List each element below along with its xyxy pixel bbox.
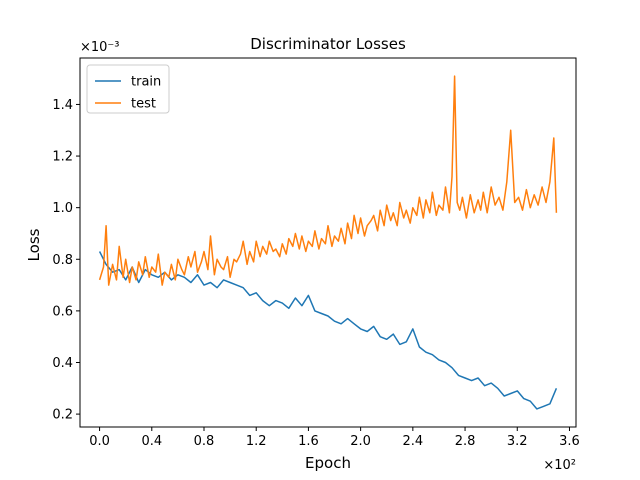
legend-label-test: test	[131, 97, 156, 112]
x-axis-label: Epoch	[305, 454, 351, 472]
y-tick-label: 1.0	[52, 201, 73, 216]
x-tick-label: 0.0	[89, 434, 110, 449]
y-axis-label: Loss	[25, 228, 43, 261]
series-line-test	[98, 75, 558, 286]
y-tick-label: 0.4	[52, 356, 73, 371]
x-multiplier: ×10²	[543, 458, 576, 473]
x-tick-label: 3.2	[507, 434, 528, 449]
x-tick-label: 0.4	[141, 434, 162, 449]
y-multiplier: ×10⁻³	[80, 40, 120, 55]
x-tick-label: 2.0	[350, 434, 371, 449]
legend: train test	[86, 64, 170, 114]
y-tick-label: 1.2	[52, 150, 73, 165]
y-tick-label: 0.8	[52, 253, 73, 268]
x-tick-label: 1.6	[298, 434, 319, 449]
legend-label-train: train	[131, 75, 161, 90]
y-tick-label: 0.2	[52, 408, 73, 423]
x-tick-label: 3.6	[559, 434, 580, 449]
y-tick-label: 0.6	[52, 304, 73, 319]
x-tick-label: 0.8	[194, 434, 215, 449]
axes-frame	[79, 57, 577, 428]
x-tick-label: 1.2	[246, 434, 267, 449]
plot-area	[98, 75, 558, 410]
chart-title: Discriminator Losses	[250, 35, 406, 53]
y-tick-label: 1.4	[52, 98, 73, 113]
legend-box	[86, 64, 170, 114]
x-tick-label: 2.8	[455, 434, 476, 449]
x-tick-label: 2.4	[402, 434, 423, 449]
